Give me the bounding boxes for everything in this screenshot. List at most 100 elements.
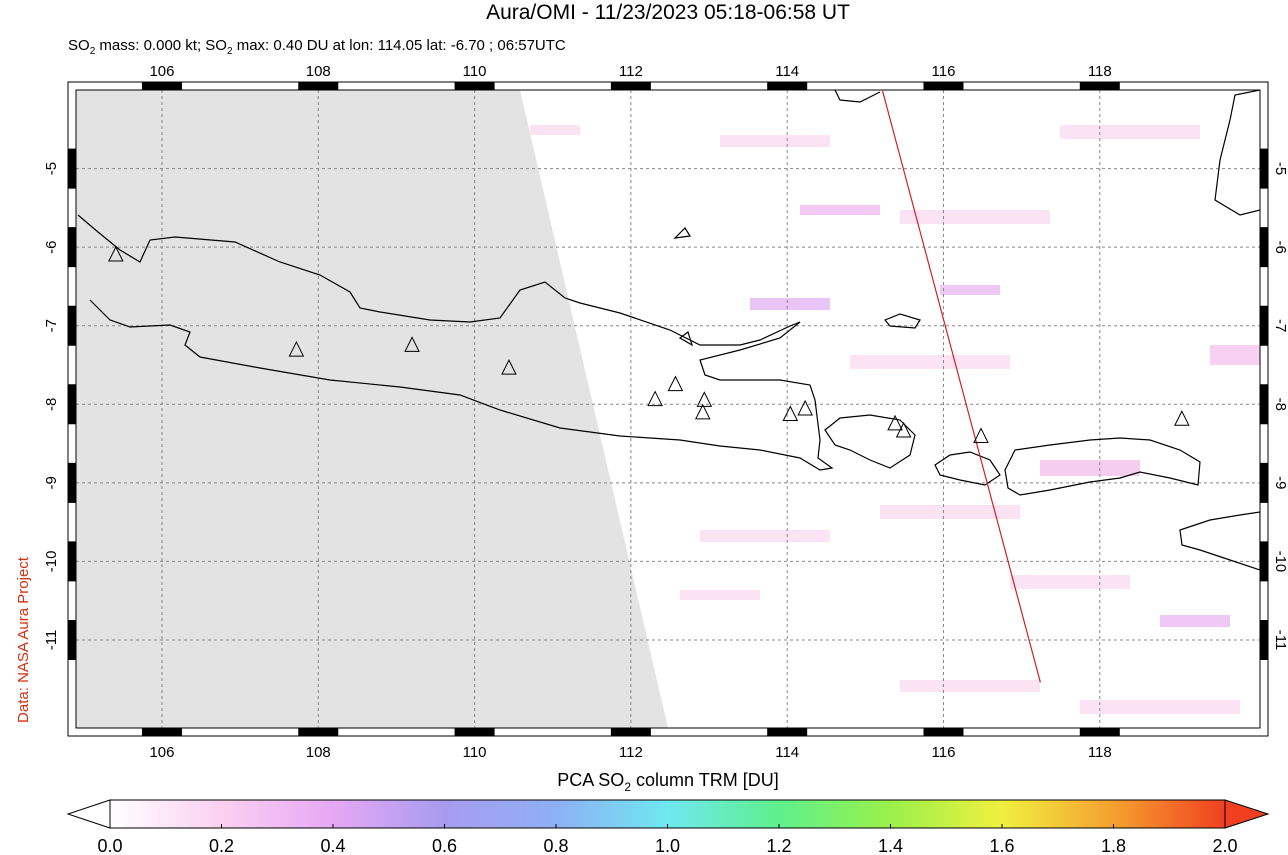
swath bbox=[750, 298, 830, 310]
volcano bbox=[973, 427, 989, 443]
colorbar-tick-label: 1.6 bbox=[989, 836, 1014, 855]
volcano bbox=[404, 336, 420, 352]
volcano bbox=[887, 414, 903, 431]
y-tick-label: -10 bbox=[43, 551, 60, 573]
no-data-region bbox=[76, 90, 668, 728]
colorbar-tick-label: 1.2 bbox=[766, 836, 791, 855]
swath bbox=[700, 530, 830, 542]
y-tick-label: -5 bbox=[1272, 162, 1288, 175]
swath bbox=[800, 205, 880, 215]
colorbar-tick-label: 0.8 bbox=[543, 836, 568, 855]
colorbar-tick-label: 2.0 bbox=[1212, 836, 1237, 855]
java-coast bbox=[77, 214, 834, 471]
x-tick-label: 118 bbox=[1088, 63, 1112, 80]
y-tick-label: -9 bbox=[1272, 476, 1288, 489]
y-tick-label: -8 bbox=[1272, 398, 1288, 411]
colorbar-tick-label: 1.4 bbox=[878, 836, 903, 855]
sumba-coast bbox=[1179, 511, 1260, 571]
x-tick-label: 110 bbox=[463, 63, 487, 80]
volcano bbox=[108, 245, 124, 262]
colorbar-tick-label: 0.4 bbox=[320, 836, 345, 855]
subtitle-sub: 2 bbox=[90, 46, 96, 57]
orbit-track bbox=[881, 90, 1041, 683]
colorbar-title: PCA SO2 column TRM [DU] bbox=[557, 770, 778, 794]
side-label: Data: NASA Aura Project bbox=[15, 556, 32, 723]
subtitle: SO2 mass: 0.000 kt; SO2 max: 0.40 DU at … bbox=[68, 37, 566, 57]
x-tick-label: 116 bbox=[932, 63, 956, 80]
volcano bbox=[895, 421, 912, 438]
y-tick-label: -11 bbox=[1272, 630, 1288, 651]
y-tick-label: -7 bbox=[43, 319, 60, 332]
y-tick-label: -7 bbox=[1272, 319, 1288, 332]
x-tick-label: 118 bbox=[1088, 744, 1112, 761]
colorbar: 0.0 0.2 0.4 0.6 0.8 1.0 1.2 1.4 1.6 1.8 2.0 bbox=[66, 799, 1270, 855]
x-tick-label: 116 bbox=[932, 744, 956, 761]
swath bbox=[900, 680, 1040, 692]
swath bbox=[720, 135, 830, 147]
volcano bbox=[782, 405, 799, 421]
swath bbox=[1010, 575, 1130, 589]
volcano bbox=[1174, 410, 1190, 426]
map-marks bbox=[108, 90, 1190, 683]
swath bbox=[1080, 700, 1240, 714]
swath bbox=[940, 285, 1000, 295]
y-tick-label: -6 bbox=[43, 240, 60, 253]
swath bbox=[850, 355, 1010, 369]
swath bbox=[880, 505, 1020, 519]
colorbar-tick-label: 1.8 bbox=[1101, 836, 1126, 855]
x-tick-label: 114 bbox=[775, 744, 799, 761]
y-tick-label: -8 bbox=[43, 398, 60, 411]
volcano bbox=[501, 359, 517, 375]
grid bbox=[76, 90, 1260, 728]
y-tick-label: -5 bbox=[43, 162, 60, 175]
colorbar-high-arrow bbox=[1224, 799, 1270, 829]
colorbar-tick-label: 0.2 bbox=[209, 836, 234, 855]
volcano bbox=[797, 399, 813, 416]
x-tick-label: 106 bbox=[149, 744, 174, 761]
island-coast bbox=[673, 227, 921, 347]
colorbar-low-arrow bbox=[66, 799, 111, 829]
volcano bbox=[647, 390, 663, 407]
volcano bbox=[694, 403, 711, 420]
map-area bbox=[76, 90, 1260, 728]
bali-coast bbox=[824, 414, 916, 469]
x-tick-label: 112 bbox=[619, 744, 643, 761]
swath bbox=[1060, 125, 1200, 139]
x-tick-label: 112 bbox=[619, 63, 643, 80]
subtitle-part: SO bbox=[68, 37, 90, 54]
swath bbox=[1040, 460, 1140, 476]
lombok-coast bbox=[934, 451, 1001, 486]
y-tick-label: -10 bbox=[1272, 551, 1288, 573]
pixel-swaths bbox=[530, 125, 1260, 714]
swath bbox=[1210, 345, 1260, 365]
volcano bbox=[288, 340, 305, 357]
swath bbox=[680, 590, 760, 600]
colorbar-tick-label: 0.0 bbox=[97, 836, 122, 855]
colorbar-title-part: column TRM [DU] bbox=[631, 770, 779, 790]
sumbawa-coast bbox=[1004, 437, 1201, 496]
x-tick-label: 110 bbox=[463, 744, 487, 761]
x-tick-label: 114 bbox=[775, 63, 799, 80]
axes: 106 106 108 108 110 110 112 112 114 114 116 116 118 1… bbox=[43, 63, 1288, 761]
colorbar-title-sub: 2 bbox=[624, 780, 631, 794]
swath bbox=[1160, 615, 1230, 627]
x-tick-label: 108 bbox=[306, 63, 331, 80]
borneo-coast bbox=[834, 90, 881, 103]
subtitle-part: mass: 0.000 kt; SO bbox=[95, 37, 227, 54]
map-outer-frame bbox=[67, 81, 1269, 737]
y-tick-label: -11 bbox=[43, 630, 60, 651]
x-tick-label: 106 bbox=[149, 63, 174, 80]
title: Aura/OMI - 11/23/2023 05:18-06:58 UT bbox=[486, 1, 850, 24]
volcano bbox=[696, 391, 713, 407]
map-frame bbox=[75, 89, 1261, 729]
subtitle-part: max: 0.40 DU at lon: 114.05 lat: -6.70 ;… bbox=[233, 37, 566, 54]
colorbar-tick-label: 1.0 bbox=[655, 836, 680, 855]
volcano bbox=[667, 375, 684, 392]
swath bbox=[900, 210, 1050, 224]
x-tick-label: 108 bbox=[306, 744, 331, 761]
colorbar-bar bbox=[109, 799, 1226, 829]
coastlines bbox=[77, 90, 1260, 571]
colorbar-title-part: PCA SO bbox=[557, 770, 624, 790]
colorbar-tick-label: 0.6 bbox=[432, 836, 457, 855]
